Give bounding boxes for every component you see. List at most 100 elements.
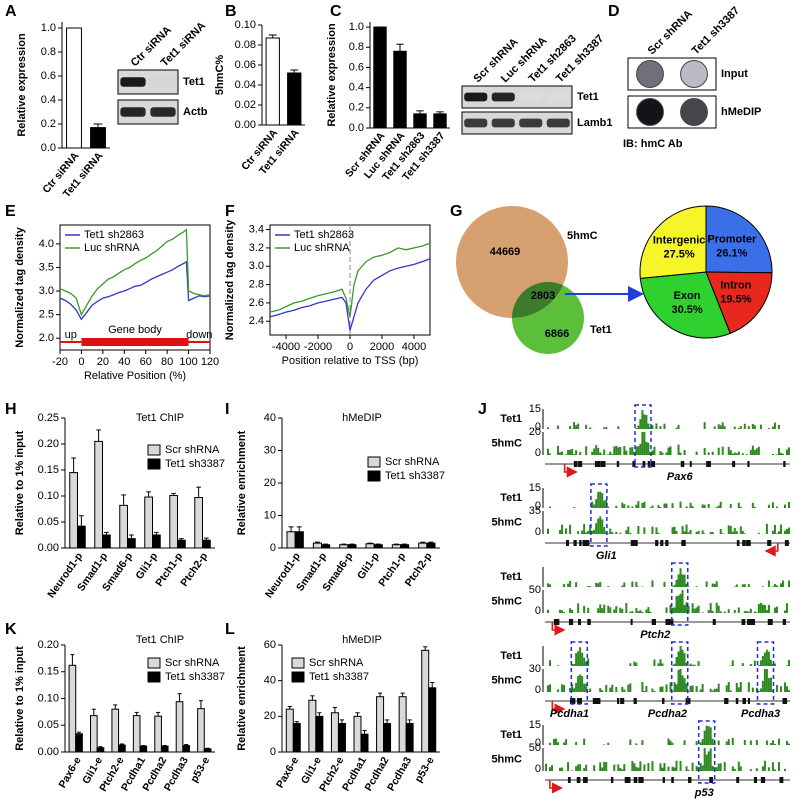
track-peak (675, 427, 678, 429)
track-peak (687, 770, 690, 771)
track-peak (635, 608, 638, 613)
track-peak (583, 683, 586, 692)
track-peak (567, 450, 570, 455)
track-peak (739, 426, 742, 429)
region-label: Gene body (108, 324, 162, 336)
track-peak (549, 767, 552, 771)
set-count: 6866 (545, 328, 569, 340)
track-peak (787, 447, 790, 455)
exon (671, 777, 674, 783)
exon (782, 698, 788, 704)
track-peak (559, 609, 562, 613)
exon (709, 777, 713, 783)
panel-letter: K (5, 621, 17, 638)
track-peak (621, 502, 624, 508)
track-name: Tet1 (500, 492, 522, 504)
x-tick-label: 100 (179, 356, 197, 368)
track-peak (719, 425, 722, 429)
track-peak (669, 604, 672, 613)
track-peak (735, 683, 738, 692)
bar (292, 722, 301, 753)
y-tick-label: 0.02 (235, 99, 256, 111)
track-peak (615, 606, 618, 613)
legend-swatch (291, 671, 305, 683)
track-peak (703, 504, 706, 508)
legend-label: Scr shRNA (165, 657, 220, 669)
track-peak (565, 739, 568, 745)
track-peak (727, 682, 730, 692)
track-peak (597, 518, 600, 534)
track-peak (631, 581, 634, 587)
y-tick-label: 10 (264, 509, 276, 521)
panel-letter: J (478, 401, 487, 418)
track-peak (637, 526, 640, 534)
exon (632, 540, 636, 546)
exon (633, 698, 637, 704)
track-peak (763, 652, 766, 666)
track-peak (721, 446, 724, 455)
track-peak (705, 754, 708, 771)
band (546, 92, 570, 102)
bar (285, 708, 294, 753)
track-peak (631, 506, 634, 508)
track-peak (643, 764, 646, 771)
track-peak (683, 678, 686, 692)
track-peak (649, 611, 652, 613)
dot (680, 60, 708, 88)
y-tick-label: 0 (270, 746, 276, 758)
track-peak (739, 766, 742, 771)
track-peak (621, 609, 624, 613)
track-peak (683, 604, 686, 613)
track-peak (673, 526, 676, 534)
exon (632, 461, 636, 467)
track-peak (695, 586, 698, 587)
track-peak (735, 584, 738, 587)
track-peak (587, 530, 590, 534)
track-peak (659, 686, 662, 692)
bar (393, 50, 407, 129)
track-peak (615, 505, 618, 508)
track-peak (661, 452, 664, 455)
track-peak (567, 762, 570, 771)
track-peak (711, 610, 714, 613)
track-peak (681, 675, 684, 692)
track-peak (603, 527, 606, 534)
track-peak (635, 446, 638, 455)
track-peak (775, 585, 778, 587)
track-peak (785, 603, 788, 613)
track-peak (571, 609, 574, 613)
track-peak (763, 604, 766, 613)
exon (556, 619, 560, 625)
track-peak (691, 664, 694, 666)
panel-letter: B (225, 3, 237, 20)
bar (90, 715, 98, 753)
x-axis-label: Relative Position (%) (84, 370, 186, 382)
track-peak (577, 764, 580, 771)
track-peak (707, 452, 710, 455)
track-peak (665, 503, 668, 508)
bar (315, 715, 324, 753)
exon (753, 777, 758, 783)
track-peak (717, 683, 720, 692)
track-peak (673, 584, 676, 587)
y-tick-label: 0.8 (41, 46, 56, 58)
track-peak (633, 763, 636, 771)
y-axis-label: Normalized tag density (224, 219, 236, 340)
track-peak (639, 443, 642, 455)
x-tick-label: 20 (97, 356, 109, 368)
exon (565, 540, 570, 546)
track-peak (761, 766, 764, 771)
y-tick-label: 0.6 (349, 61, 364, 73)
track-peak (549, 660, 552, 666)
track-peak (713, 426, 716, 429)
track-peak (717, 424, 720, 429)
track-peak (651, 526, 654, 534)
exon (782, 619, 786, 625)
track-peak (661, 767, 664, 771)
bar (360, 733, 369, 753)
track-peak (725, 741, 728, 745)
x-tick-label: 4000 (402, 341, 426, 353)
track-peak (685, 683, 688, 692)
track-peak (743, 423, 746, 429)
bar (127, 538, 136, 549)
